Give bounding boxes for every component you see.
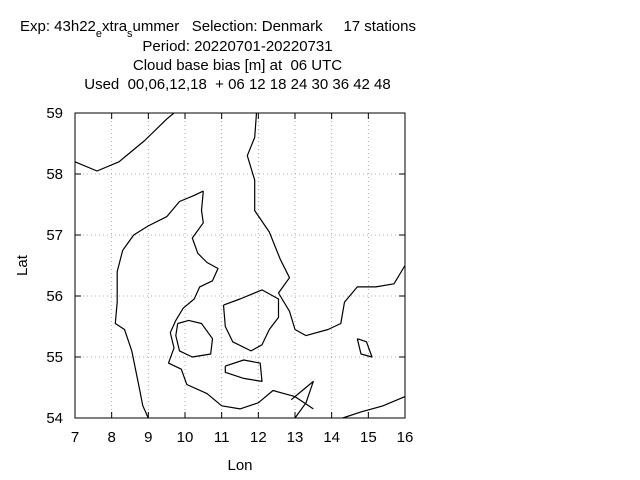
y-tick-label: 59: [46, 105, 63, 122]
x-tick-label: 14: [323, 429, 340, 446]
x-tick-label: 12: [250, 429, 267, 446]
coastlines: [74, 112, 406, 419]
experiment-subscript-2: s: [127, 28, 133, 40]
experiment-mid: xtra: [102, 18, 128, 35]
coastline: [167, 191, 314, 410]
x-tick-label: 7: [71, 429, 79, 446]
x-axis-label: Lon: [227, 457, 252, 474]
coastline: [290, 380, 314, 419]
x-tick-label: 9: [144, 429, 152, 446]
coastline: [246, 112, 406, 337]
period-title: Period: 20220701-20220731: [142, 38, 333, 55]
x-tick-label: 13: [287, 429, 304, 446]
coastline: [356, 338, 373, 358]
plot-frame: [74, 112, 406, 419]
y-tick-label: 54: [46, 410, 63, 427]
x-tick-label: 8: [107, 429, 115, 446]
y-tick-label: 57: [46, 227, 63, 244]
coastline: [175, 319, 214, 358]
x-tick-label: 10: [177, 429, 194, 446]
y-axis-label: Lat: [14, 254, 31, 276]
y-tick-label: 56: [46, 288, 63, 305]
x-tick-label: 16: [397, 429, 414, 446]
coastline: [74, 112, 175, 172]
experiment-prefix: Exp: 43h22: [20, 18, 96, 35]
axis-ticks: 7 8 9 10 11 12 13 14 15 16 54 55 56 57 58 59: [46, 105, 413, 446]
grid-lines: [75, 113, 405, 418]
coastline: [222, 289, 280, 352]
variable-title: Cloud base bias [m] at 06 UTC: [132, 57, 343, 74]
x-tick-label: 11: [214, 429, 230, 446]
x-tick-label: 15: [360, 429, 377, 446]
coastline: [224, 359, 263, 382]
coastline: [342, 396, 406, 419]
experiment-title: Exp: 43h22extrasummer Selection: Denmark…: [20, 18, 490, 40]
experiment-suffix: ummer Selection: Denmark 17 stations: [132, 18, 416, 35]
y-tick-label: 58: [46, 166, 63, 183]
used-title: Used 00,06,12,18 + 06 12 18 24 30 36 42 …: [84, 76, 391, 93]
experiment-subscript-1: e: [95, 28, 103, 40]
y-tick-label: 55: [46, 349, 63, 366]
coastline: [114, 190, 204, 419]
